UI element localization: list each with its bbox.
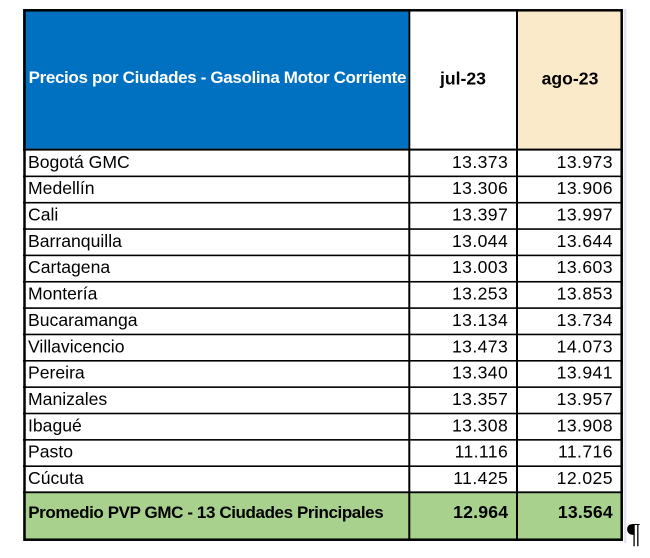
svg-text:13.908: 13.908 [557, 415, 613, 435]
svg-text:13.564: 13.564 [558, 502, 613, 522]
svg-text:11.116: 11.116 [455, 442, 509, 462]
svg-text:13.373: 13.373 [452, 152, 508, 172]
svg-text:jul-23: jul-23 [439, 69, 486, 89]
svg-text:ago-23: ago-23 [542, 69, 599, 89]
svg-text:13.473: 13.473 [452, 336, 508, 356]
svg-text:13.003: 13.003 [452, 257, 508, 277]
svg-text:Cartagena: Cartagena [28, 257, 110, 277]
svg-text:12.964: 12.964 [453, 502, 508, 522]
svg-text:Barranquilla: Barranquilla [28, 231, 122, 251]
svg-text:13.308: 13.308 [452, 415, 508, 435]
svg-text:Cali: Cali [28, 205, 58, 225]
svg-text:13.734: 13.734 [557, 310, 613, 330]
svg-text:Precios por Ciudades - Gasolin: Precios por Ciudades - Gasolina Motor Co… [29, 68, 406, 87]
svg-text:13.044: 13.044 [452, 231, 508, 251]
svg-text:Pereira: Pereira [28, 363, 85, 383]
svg-text:12.025: 12.025 [557, 468, 613, 488]
svg-text:13.357: 13.357 [452, 389, 508, 409]
svg-text:Cúcuta: Cúcuta [28, 468, 84, 488]
svg-text:13.253: 13.253 [452, 284, 508, 304]
svg-text:13.603: 13.603 [557, 257, 613, 277]
svg-text:Manizales: Manizales [28, 389, 107, 409]
svg-text:13.941: 13.941 [557, 363, 613, 383]
svg-text:13.340: 13.340 [452, 363, 508, 383]
svg-text:Ibagué: Ibagué [28, 415, 82, 435]
svg-text:Villavicencio: Villavicencio [28, 336, 125, 356]
svg-text:Bucaramanga: Bucaramanga [28, 310, 138, 330]
svg-text:13.957: 13.957 [557, 389, 613, 409]
svg-text:13.397: 13.397 [452, 205, 508, 225]
svg-text:14.073: 14.073 [557, 336, 613, 356]
svg-text:Medellín: Medellín [28, 178, 95, 198]
svg-text:13.906: 13.906 [557, 178, 613, 198]
svg-text:Bogotá GMC: Bogotá GMC [28, 152, 130, 172]
svg-text:13.134: 13.134 [452, 310, 508, 330]
svg-text:13.306: 13.306 [452, 178, 508, 198]
svg-text:13.853: 13.853 [557, 284, 613, 304]
svg-text:11.425: 11.425 [453, 468, 508, 488]
svg-text:Pasto: Pasto [28, 442, 73, 462]
svg-text:11.716: 11.716 [558, 442, 613, 462]
svg-text:Promedio PVP GMC - 13 Ciudades: Promedio PVP GMC - 13 Ciudades Principal… [28, 503, 383, 522]
svg-text:13.973: 13.973 [557, 152, 613, 172]
svg-text:13.644: 13.644 [557, 231, 613, 251]
svg-text:Montería: Montería [28, 284, 98, 304]
svg-text:¶: ¶ [627, 518, 640, 550]
svg-text:13.997: 13.997 [557, 205, 613, 225]
